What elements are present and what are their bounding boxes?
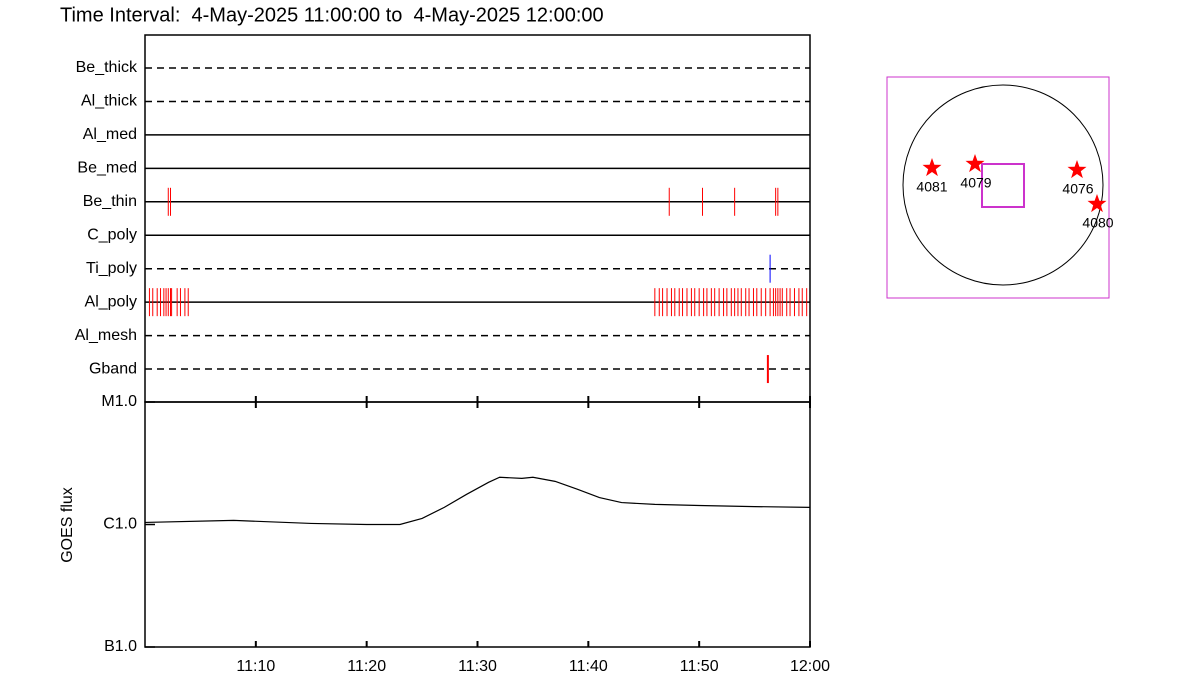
row-label: Al_poly (85, 293, 137, 310)
event-panel-frame (144, 34, 811, 403)
row-label: Gband (89, 360, 137, 377)
x-tick-label: 11:30 (458, 658, 497, 675)
x-tick-label: 12:00 (790, 658, 830, 675)
ar-star (965, 154, 985, 173)
row-label: C_poly (87, 226, 137, 243)
row-label: Al_thick (81, 93, 138, 110)
y-axis-label: GOES flux (59, 487, 76, 563)
x-tick-label: 11:10 (236, 658, 275, 675)
chart-title: Time Interval: 4-May-2025 11:00:00 to 4-… (60, 4, 604, 26)
y-tick-label: C1.0 (103, 516, 137, 533)
row-label: Al_mesh (75, 327, 137, 344)
ar-star (1067, 160, 1087, 179)
map-frame (886, 76, 1110, 299)
ar-star (922, 158, 942, 177)
flux-line (144, 476, 811, 526)
ar-label: 4080 (1082, 215, 1113, 231)
y-tick-label: B1.0 (104, 638, 137, 655)
ar-label: 4081 (916, 179, 947, 195)
x-tick-label: 11:50 (680, 658, 719, 675)
x-tick-label: 11:20 (347, 658, 386, 675)
x-tick-label: 11:40 (569, 658, 608, 675)
solar-disk (902, 84, 1104, 286)
row-label: Al_med (83, 126, 137, 143)
flux-panel-frame (144, 401, 811, 648)
row-label: Be_thin (83, 193, 137, 210)
y-tick-label: M1.0 (101, 393, 137, 410)
row-label: Be_med (77, 160, 137, 177)
ar-stars (922, 154, 1107, 213)
ar-star (1087, 194, 1107, 213)
row-label: Be_thick (76, 59, 138, 76)
ar-label: 4079 (960, 175, 991, 191)
ar-label: 4076 (1062, 181, 1093, 197)
row-label: Ti_poly (86, 260, 137, 277)
context-map: 4081 4079 4076 4080 (886, 76, 1114, 299)
field-of-view (981, 163, 1025, 208)
